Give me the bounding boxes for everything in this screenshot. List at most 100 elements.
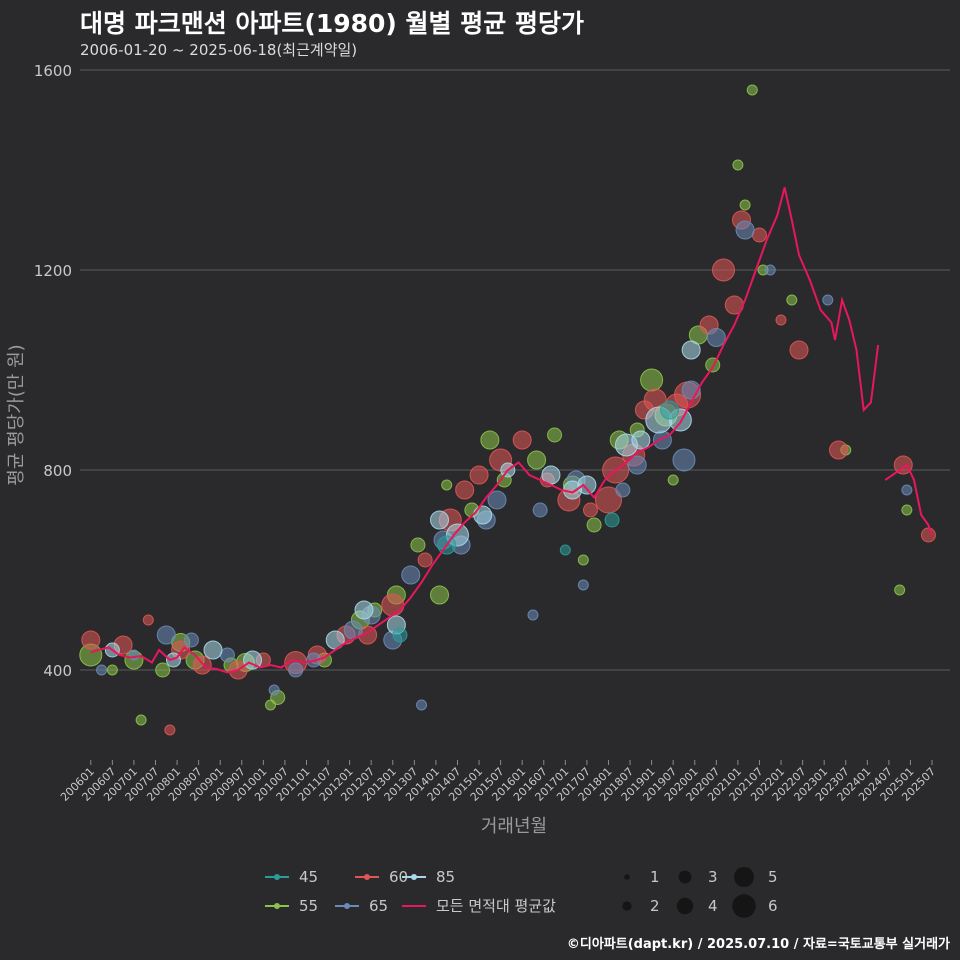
- size-legend-label: 6: [768, 897, 778, 915]
- data-point-65: [288, 662, 304, 678]
- data-point-85: [203, 640, 223, 660]
- size-legend-key: [676, 897, 694, 915]
- data-point-60: [469, 465, 489, 485]
- size-legend-key: [678, 870, 692, 884]
- legend-label: 65: [369, 897, 388, 915]
- data-point-60: [829, 440, 849, 460]
- data-point-60: [512, 430, 532, 450]
- chart-title: 대명 파크맨션 아파트(1980) 월별 평균 평당가: [80, 9, 584, 38]
- legend-label: 45: [299, 868, 318, 886]
- data-point-55: [480, 430, 500, 450]
- size-legend-key: [624, 874, 630, 880]
- data-point-55: [732, 159, 744, 171]
- data-point-85: [243, 650, 263, 670]
- size-legend-label: 1: [650, 868, 660, 886]
- data-point-65: [268, 684, 280, 696]
- size-legend-label: 2: [650, 897, 660, 915]
- average-line: [90, 187, 933, 674]
- data-point-45: [392, 627, 408, 643]
- x-axis-title: 거래년월: [481, 816, 547, 837]
- data-point-45: [604, 512, 620, 528]
- legend-key-point: [274, 874, 280, 880]
- data-point-45: [559, 544, 571, 556]
- data-point-55: [135, 714, 147, 726]
- data-point-55: [786, 294, 798, 306]
- data-point-60: [582, 502, 598, 518]
- data-point-55: [894, 584, 906, 596]
- data-point-65: [128, 649, 140, 661]
- credit-footer: ©디아파트(dapt.kr) / 2025.07.10 / 자료=국토교통부 실…: [566, 937, 950, 952]
- legend-key-point: [411, 874, 417, 880]
- legend-label: 85: [436, 868, 455, 886]
- data-point-65: [764, 264, 776, 276]
- data-point-55: [739, 199, 751, 211]
- data-point-55: [746, 84, 758, 96]
- size-legend-label: 4: [708, 897, 718, 915]
- data-point-55: [705, 357, 721, 373]
- data-point-60: [381, 593, 405, 617]
- legend-key-point: [344, 903, 350, 909]
- data-point-65: [735, 220, 755, 240]
- legend: 45 60 85 55 65 모든 면적대 평균값 1 3 5 2 4 6: [265, 867, 778, 918]
- data-point-55: [586, 517, 602, 533]
- data-point-55: [106, 664, 118, 676]
- data-point-55: [547, 427, 563, 443]
- legend-key-point: [364, 874, 370, 880]
- size-legend-key: [732, 894, 756, 918]
- data-point-65: [652, 430, 672, 450]
- size-legend-key: [622, 901, 632, 911]
- data-point-65: [96, 664, 108, 676]
- y-tick-label: 800: [43, 462, 72, 480]
- size-legend-key: [734, 867, 754, 887]
- data-point-60: [775, 314, 787, 326]
- data-point-65: [532, 502, 548, 518]
- data-point-65: [577, 579, 589, 591]
- data-point-55: [441, 479, 453, 491]
- y-axis-ticks: 400 800 1200 1600: [34, 62, 72, 680]
- data-point-65: [527, 609, 539, 621]
- data-point-65: [183, 632, 199, 648]
- data-point-85: [631, 430, 651, 450]
- scatter-points: [79, 84, 936, 736]
- size-legend-label: 5: [768, 868, 778, 886]
- data-point-65: [401, 565, 421, 585]
- data-point-60: [712, 258, 736, 282]
- data-point-65: [706, 328, 726, 347]
- data-point-65: [615, 482, 631, 498]
- data-point-60: [164, 724, 176, 736]
- data-point-60: [192, 655, 212, 675]
- data-point-60: [920, 527, 936, 543]
- data-point-60: [789, 340, 809, 360]
- data-point-55: [901, 504, 913, 516]
- data-point-60: [594, 486, 622, 514]
- data-point-85: [430, 510, 450, 530]
- data-point-60: [455, 480, 475, 500]
- y-tick-label: 1600: [34, 62, 72, 80]
- data-point-65: [901, 484, 913, 496]
- grid-lines: [80, 69, 950, 671]
- data-point-85: [577, 475, 597, 495]
- data-point-55: [155, 662, 171, 678]
- x-axis-ticks: 2006012006072007012007072008012008072009…: [58, 760, 938, 804]
- data-point-55: [640, 368, 664, 392]
- chart-subtitle: 2006-01-20 ~ 2025-06-18(최근계약일): [80, 41, 358, 59]
- data-point-60: [81, 630, 101, 650]
- data-point-65: [822, 294, 834, 306]
- y-axis-title: 평균 평당가(만 원): [6, 344, 27, 485]
- avg-line-series: [90, 187, 880, 674]
- legend-label: 모든 면적대 평균값: [436, 897, 556, 915]
- data-point-65: [672, 448, 696, 472]
- data-point-55: [527, 450, 547, 470]
- legend-key-point: [274, 903, 280, 909]
- data-point-60: [142, 614, 154, 626]
- data-point-55: [667, 474, 679, 486]
- y-tick-label: 400: [43, 662, 72, 680]
- avg-line-series: [884, 463, 933, 536]
- legend-label: 55: [299, 897, 318, 915]
- data-point-65: [487, 490, 507, 510]
- size-legend-label: 3: [708, 868, 718, 886]
- data-point-55: [430, 585, 450, 605]
- data-point-85: [473, 505, 493, 525]
- data-point-85: [681, 340, 701, 360]
